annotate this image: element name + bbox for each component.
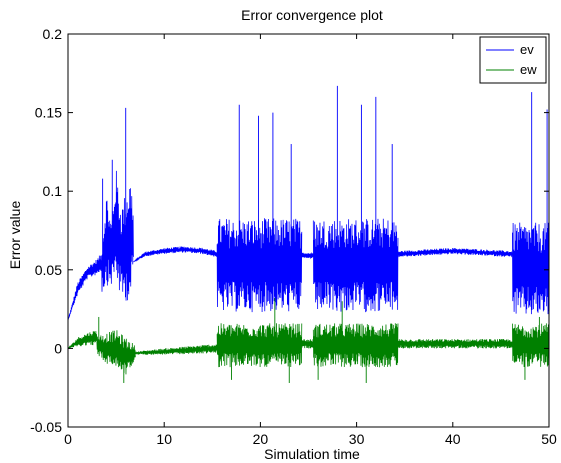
chart-title: Error convergence plot — [241, 7, 383, 23]
y-tick-label: -0.05 — [30, 419, 62, 435]
x-tick-label: 20 — [253, 431, 269, 447]
x-tick-label: 10 — [156, 431, 172, 447]
y-axis-label: Error value — [7, 201, 23, 270]
x-axis-label: Simulation time — [264, 446, 360, 462]
y-tick-label: 0.1 — [43, 183, 63, 199]
y-tick-label: 0 — [54, 340, 62, 356]
x-tick-label: 0 — [64, 431, 72, 447]
legend-label-ev: ev — [520, 42, 534, 57]
x-tick-label: 30 — [349, 431, 365, 447]
x-tick-label: 50 — [541, 431, 557, 447]
legend: ev ew — [480, 37, 546, 83]
x-tick-label: 40 — [445, 431, 461, 447]
legend-label-ew: ew — [520, 62, 537, 77]
axes-background — [68, 34, 549, 427]
y-tick-label: 0.2 — [43, 26, 63, 42]
y-tick-label: 0.05 — [35, 262, 62, 278]
y-tick-label: 0.15 — [35, 105, 62, 121]
